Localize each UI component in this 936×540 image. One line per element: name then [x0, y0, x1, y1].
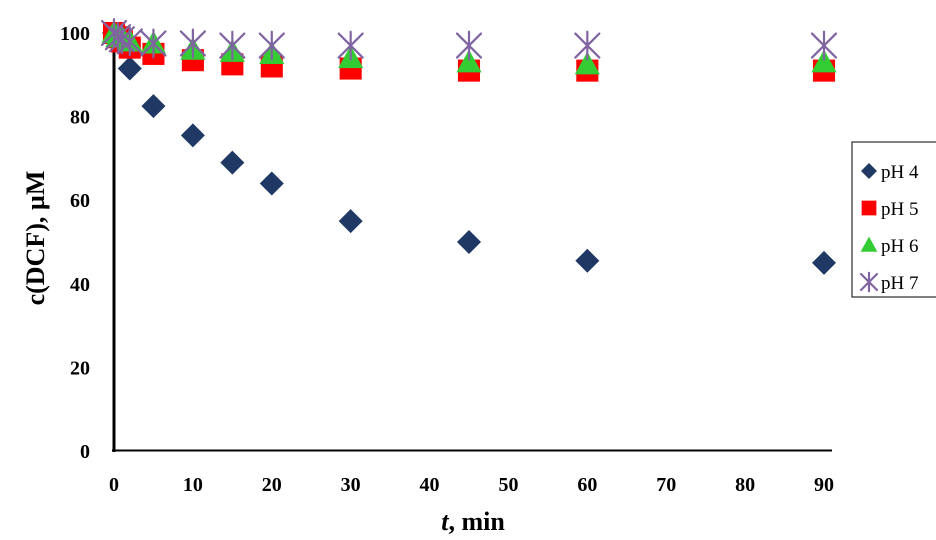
legend: pH 4 pH 5 pH 6 pH 7: [851, 141, 936, 298]
legend-marker-ph-7: [859, 271, 879, 293]
y-tick-label: 80: [70, 107, 90, 129]
x-axis-title: t, min: [441, 507, 505, 536]
x-axis-title-rest: , min: [448, 507, 505, 536]
data-point-ph-4: [338, 209, 363, 234]
x-tick-label: 80: [735, 474, 755, 496]
y-tick-label: 60: [70, 190, 90, 212]
y-tick-label: 0: [80, 441, 90, 463]
legend-label-ph-6: pH 6: [881, 236, 918, 257]
x-tick-label: 70: [656, 474, 676, 496]
x-tick-label: 90: [814, 474, 834, 496]
y-tick-label: 100: [60, 23, 90, 45]
x-tick-labels: 0 10 20 30 40 50 60 70 80 90: [109, 474, 834, 496]
legend-label-ph-5: pH 5: [881, 199, 918, 220]
data-point-ph-4: [812, 250, 836, 275]
y-tick-label: 40: [70, 274, 90, 296]
data-markers: [100, 18, 838, 275]
x-tick-label: 20: [262, 474, 282, 496]
data-point-ph-7: [574, 30, 601, 61]
x-tick-label: 10: [183, 474, 203, 496]
data-point-ph-4: [259, 171, 284, 196]
y-tick-label: 20: [70, 357, 90, 379]
y-tick-labels: 0 20 40 60 80 100: [60, 23, 90, 463]
legend-label-ph-4: pH 4: [881, 162, 919, 183]
data-point-ph-7: [219, 30, 246, 61]
data-point-ph-7: [810, 30, 838, 61]
data-point-ph-4: [180, 123, 205, 148]
axes: [112, 26, 832, 452]
legend-marker-ph-5: [861, 200, 877, 216]
data-point-ph-4: [220, 150, 245, 175]
data-point-ph-4: [117, 56, 142, 81]
x-tick-label: 40: [420, 474, 440, 496]
data-point-ph-4: [575, 248, 600, 273]
data-point-ph-6: [574, 51, 600, 75]
data-point-ph-7: [179, 28, 206, 59]
data-point-ph-7: [455, 30, 483, 61]
data-point-ph-7: [258, 30, 285, 61]
x-axis-title-italic: t: [441, 507, 449, 536]
data-point-ph-7: [116, 26, 143, 57]
data-point-ph-7: [337, 30, 364, 61]
legend-label-ph-7: pH 7: [881, 273, 918, 294]
data-point-ph-4: [457, 230, 481, 254]
x-tick-label: 50: [498, 474, 518, 496]
x-tick-label: 30: [341, 474, 361, 496]
legend-marker-ph-4: [861, 163, 877, 179]
data-point-ph-6: [456, 49, 482, 73]
legend-marker-ph-6: [860, 236, 878, 252]
data-point-ph-7: [140, 28, 167, 59]
x-tick-label: 0: [109, 474, 119, 496]
y-axis-title: c(DCF), µM: [21, 171, 50, 306]
x-tick-label: 60: [577, 474, 597, 496]
data-point-ph-4: [141, 94, 166, 119]
data-point-ph-6: [811, 49, 837, 73]
